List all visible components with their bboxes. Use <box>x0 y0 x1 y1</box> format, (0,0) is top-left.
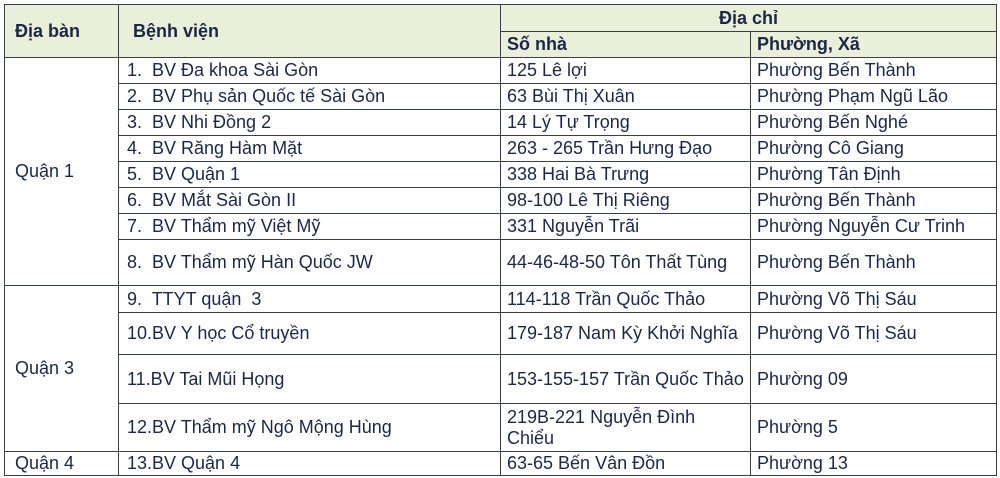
ward-cell: Phường 13 <box>750 451 997 476</box>
house-number-cell: 63 Bùi Thị Xuân <box>500 83 751 110</box>
table-row: 12.BV Thẩm mỹ Ngô Mộng Hùng 219B-221 Nguy… <box>5 403 997 452</box>
hospital-table: Địa bàn Bệnh viện Địa chỉ Số nhà Phường,… <box>4 4 997 476</box>
table-row: 7. BV Thẩm mỹ Việt Mỹ 331 Nguyễn Trãi Phườ… <box>5 213 997 240</box>
table-row: Quận 3 9. TTYT quận 3 114-118 Trần Quốc Th… <box>4 285 997 452</box>
ward-cell: Phường Võ Thị Sáu <box>750 285 997 313</box>
table-row: 2. BV Phụ sản Quốc tế Sài Gòn 63 Bùi Thị … <box>5 83 997 110</box>
house-number-cell: 179-187 Nam Kỳ Khởi Nghĩa <box>500 312 751 355</box>
district-cell: Quận 4 <box>4 451 119 476</box>
ward-cell: Phường Bến Thành <box>750 187 997 214</box>
house-number-cell: 114-118 Trần Quốc Thảo <box>500 285 751 313</box>
house-number-cell: 125 Lê lợi <box>500 57 751 84</box>
hospital-cell: 1. BV Đa khoa Sài Gòn <box>118 57 501 84</box>
hospital-cell: 11.BV Tai Mũi Họng <box>118 354 501 404</box>
house-number-cell: 98-100 Lê Thị Riêng <box>500 187 751 214</box>
ward-cell: Phường Phạm Ngũ Lão <box>750 83 997 110</box>
house-number-cell: 14 Lý Tự Trọng <box>500 109 751 136</box>
hospital-cell: 13.BV Quận 4 <box>118 451 501 476</box>
header-house-number: Số nhà <box>500 31 751 58</box>
header-address: Địa chỉ <box>500 4 997 32</box>
hospital-cell: 7. BV Thẩm mỹ Việt Mỹ <box>118 213 501 240</box>
table-row: 3. BV Nhi Đồng 2 14 Lý Tự Trọng Phường Bến… <box>5 109 997 136</box>
table-row: 6. BV Mắt Sài Gòn II 98-100 Lê Thị Riêng P… <box>5 187 997 214</box>
house-number-cell: 153-155-157 Trần Quốc Thảo <box>500 354 751 404</box>
ward-cell: Phường Nguyễn Cư Trinh <box>750 213 997 240</box>
hospital-cell: 3. BV Nhi Đồng 2 <box>118 109 501 136</box>
ward-cell: Phường 5 <box>750 403 997 452</box>
ward-cell: Phường Bến Thành <box>750 239 997 286</box>
hospital-cell: 10.BV Y học Cổ truyền <box>118 312 501 355</box>
ward-cell: Phường Bến Nghé <box>750 109 997 136</box>
house-number-cell: 263 - 265 Trần Hưng Đạo <box>500 135 751 162</box>
table-row: 5. BV Quận 1 338 Hai Bà Trưng Phường Tân Đ… <box>5 161 997 188</box>
house-number-cell: 219B-221 Nguyễn Đình Chiểu <box>500 403 751 452</box>
header-hospital: Bệnh viện <box>118 4 501 58</box>
header-ward: Phường, Xã <box>750 31 997 58</box>
table-row: 4. BV Răng Hàm Mặt 263 - 265 Trần Hưng Đạ… <box>5 135 997 162</box>
ward-cell: Phường Tân Định <box>750 161 997 188</box>
hospital-cell: 5. BV Quận 1 <box>118 161 501 188</box>
ward-cell: Phường Cô Giang <box>750 135 997 162</box>
table-row: 11.BV Tai Mũi Họng 153-155-157 Trần Quốc … <box>5 354 997 404</box>
house-number-cell: 63-65 Bến Vân Đồn <box>500 451 751 476</box>
ward-cell: Phường Bến Thành <box>750 57 997 84</box>
hospital-cell: 2. BV Phụ sản Quốc tế Sài Gòn <box>118 83 501 110</box>
table-row: Quận 4 13.BV Quận 4 63-65 Bến Vân Đồn Phườn… <box>4 451 997 476</box>
hospital-cell: 6. BV Mắt Sài Gòn II <box>118 187 501 214</box>
district-cell: Quận 3 <box>4 285 119 452</box>
hospital-cell: 9. TTYT quận 3 <box>118 285 501 313</box>
hospital-cell: 12.BV Thẩm mỹ Ngô Mộng Hùng <box>118 403 501 452</box>
ward-cell: Phường 09 <box>750 354 997 404</box>
table-row: 10.BV Y học Cổ truyền 179-187 Nam Kỳ Khởi… <box>5 312 997 355</box>
house-number-cell: 44-46-48-50 Tôn Thất Tùng <box>500 239 751 286</box>
header-district: Địa bàn <box>4 4 119 58</box>
district-cell: Quận 1 <box>4 57 119 286</box>
house-number-cell: 338 Hai Bà Trưng <box>500 161 751 188</box>
hospital-cell: 8. BV Thẩm mỹ Hàn Quốc JW <box>118 239 501 286</box>
house-number-cell: 331 Nguyễn Trãi <box>500 213 751 240</box>
table-row: 8. BV Thẩm mỹ Hàn Quốc JW 44-46-48-50 Tôn… <box>5 239 997 286</box>
table-row: Quận 1 1. BV Đa khoa Sài Gòn 125 Lê lợi Phư… <box>4 57 997 286</box>
hospital-cell: 4. BV Răng Hàm Mặt <box>118 135 501 162</box>
ward-cell: Phường Võ Thị Sáu <box>750 312 997 355</box>
